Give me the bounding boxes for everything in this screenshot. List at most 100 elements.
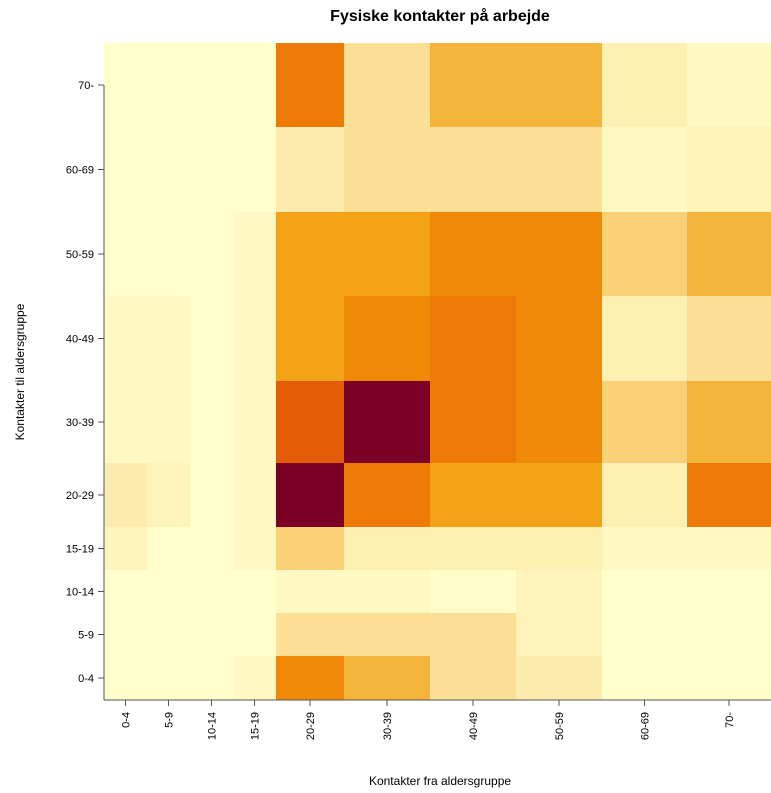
heatmap-cell-5-9-20-29: [276, 613, 344, 656]
heatmap-cell-50-59-10-14: [190, 212, 233, 296]
heatmap-cell-60-69-30-39: [344, 127, 430, 212]
heatmap-cell-10-14-30-39: [344, 570, 430, 613]
heatmap-cell-60-69-50-59: [516, 127, 602, 212]
x-tick-label: 30-39: [382, 712, 394, 740]
y-axis-ticks: 0-4 5-9 10-14 15-19 20-29 30-39 40-49 50-59 60-6…: [66, 80, 104, 685]
heatmap-cell-15-19-5-9: [147, 527, 190, 570]
heatmap-cell-50-59-0-4: [104, 212, 147, 296]
heatmap-cell-0-4-20-29: [276, 656, 344, 700]
heatmap-cell-15-19-40-49: [430, 527, 516, 570]
heatmap-cell-0-4-0-4: [104, 656, 147, 700]
heatmap-cell-5-9-30-39: [344, 613, 430, 656]
heatmap-cell-60-69-60-69: [602, 127, 687, 212]
heatmap-cell-70--50-59: [516, 43, 602, 127]
heatmap-cell-15-19-10-14: [190, 527, 233, 570]
y-tick-label: 5-9: [78, 630, 94, 642]
heatmap-cell-60-69-15-19: [233, 127, 276, 212]
heatmap-cell-0-4-5-9: [147, 656, 190, 700]
y-tick-label: 60-69: [66, 165, 94, 177]
x-tick-label: 10-14: [207, 712, 219, 740]
heatmap-cell-20-29-50-59: [516, 463, 602, 527]
heatmap-cell-5-9-60-69: [602, 613, 687, 656]
heatmap-cell-15-19-30-39: [344, 527, 430, 570]
heatmap-cell-40-49-60-69: [602, 296, 687, 381]
heatmap-cell-30-39-10-14: [190, 381, 233, 463]
x-tick-label: 60-69: [640, 712, 652, 740]
heatmap-cell-70--15-19: [233, 43, 276, 127]
heatmap-cell-10-14-5-9: [147, 570, 190, 613]
heatmap-cell-20-29-20-29: [276, 463, 344, 527]
heatmap-cell-5-9-50-59: [516, 613, 602, 656]
heatmap-cell-20-29-0-4: [104, 463, 147, 527]
heatmap-cell-50-59-20-29: [276, 212, 344, 296]
heatmap-cell-15-19-70-: [687, 527, 771, 570]
x-tick-label: 50-59: [554, 712, 566, 740]
heatmap-cell-20-29-70-: [687, 463, 771, 527]
heatmap-cell-50-59-5-9: [147, 212, 190, 296]
heatmap-cell-15-19-15-19: [233, 527, 276, 570]
heatmap-cell-70--5-9: [147, 43, 190, 127]
heatmap-cell-40-49-50-59: [516, 296, 602, 381]
y-tick-label: 20-29: [66, 490, 94, 502]
heatmap-cell-40-49-10-14: [190, 296, 233, 381]
heatmap-cell-60-69-0-4: [104, 127, 147, 212]
heatmap-cell-40-49-20-29: [276, 296, 344, 381]
heatmap-cell-30-39-0-4: [104, 381, 147, 463]
heatmap-cell-30-39-60-69: [602, 381, 687, 463]
heatmap-cell-30-39-5-9: [147, 381, 190, 463]
heatmap-cell-70--40-49: [430, 43, 516, 127]
heatmap-cell-0-4-10-14: [190, 656, 233, 700]
heatmap-cell-70--20-29: [276, 43, 344, 127]
heatmap-cell-20-29-30-39: [344, 463, 430, 527]
y-tick-label: 30-39: [66, 417, 94, 429]
y-tick-label: 15-19: [66, 544, 94, 556]
heatmap-cell-40-49-70-: [687, 296, 771, 381]
heatmap-cell-10-14-10-14: [190, 570, 233, 613]
chart-title: Fysiske kontakter på arbejde: [330, 8, 550, 25]
heatmap-cell-60-69-40-49: [430, 127, 516, 212]
heatmap-cell-15-19-20-29: [276, 527, 344, 570]
heatmap-cell-40-49-30-39: [344, 296, 430, 381]
x-tick-label: 70-: [724, 712, 736, 728]
heatmap-cell-30-39-30-39: [344, 381, 430, 463]
y-tick-label: 70-: [78, 80, 94, 92]
heatmap-cell-0-4-15-19: [233, 656, 276, 700]
heatmap-cell-50-59-70-: [687, 212, 771, 296]
heatmap-cell-60-69-70-: [687, 127, 771, 212]
heatmap-cell-5-9-10-14: [190, 613, 233, 656]
x-tick-label: 40-49: [468, 712, 480, 740]
heatmap-cells: [104, 43, 771, 700]
heatmap-cell-5-9-0-4: [104, 613, 147, 656]
heatmap-cell-30-39-40-49: [430, 381, 516, 463]
y-axis-label: Kontakter til aldersgruppe: [13, 303, 27, 441]
x-tick-label: 15-19: [250, 712, 262, 740]
heatmap-cell-70--60-69: [602, 43, 687, 127]
heatmap-cell-15-19-60-69: [602, 527, 687, 570]
heatmap-cell-50-59-60-69: [602, 212, 687, 296]
heatmap-cell-60-69-5-9: [147, 127, 190, 212]
heatmap-cell-0-4-60-69: [602, 656, 687, 700]
heatmap-cell-50-59-40-49: [430, 212, 516, 296]
y-tick-label: 40-49: [66, 334, 94, 346]
heatmap-cell-70--10-14: [190, 43, 233, 127]
heatmap-cell-40-49-15-19: [233, 296, 276, 381]
heatmap-cell-70--70-: [687, 43, 771, 127]
heatmap-cell-10-14-0-4: [104, 570, 147, 613]
heatmap-cell-40-49-0-4: [104, 296, 147, 381]
heatmap-cell-20-29-5-9: [147, 463, 190, 527]
heatmap-cell-5-9-70-: [687, 613, 771, 656]
heatmap-cell-5-9-5-9: [147, 613, 190, 656]
heatmap-cell-50-59-30-39: [344, 212, 430, 296]
heatmap-cell-5-9-15-19: [233, 613, 276, 656]
y-tick-label: 50-59: [66, 249, 94, 261]
heatmap-cell-10-14-60-69: [602, 570, 687, 613]
heatmap-cell-30-39-15-19: [233, 381, 276, 463]
heatmap-cell-15-19-0-4: [104, 527, 147, 570]
x-tick-label: 0-4: [121, 712, 133, 728]
heatmap-cell-10-14-20-29: [276, 570, 344, 613]
heatmap-cell-30-39-50-59: [516, 381, 602, 463]
heatmap-cell-20-29-10-14: [190, 463, 233, 527]
heatmap-cell-10-14-40-49: [430, 570, 516, 613]
heatmap-cell-10-14-70-: [687, 570, 771, 613]
heatmap-cell-20-29-60-69: [602, 463, 687, 527]
